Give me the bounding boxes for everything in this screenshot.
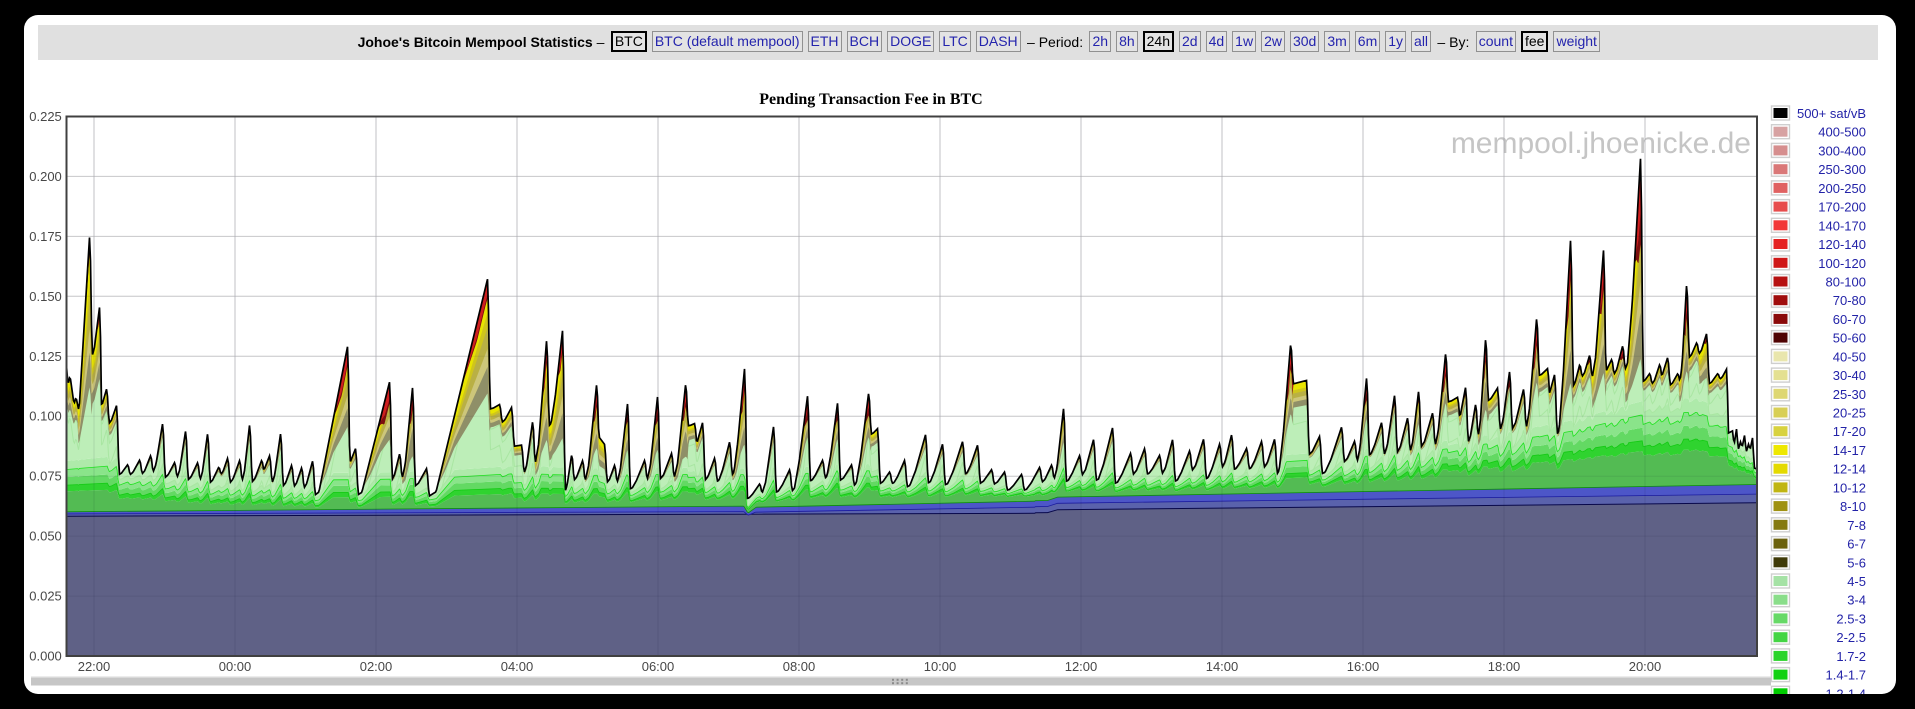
svg-text:200-250: 200-250 — [1818, 181, 1866, 196]
svg-text:20:00: 20:00 — [1629, 659, 1662, 674]
svg-text:0.050: 0.050 — [29, 529, 62, 544]
svg-text:1.4-1.7: 1.4-1.7 — [1826, 668, 1866, 683]
svg-text:70-80: 70-80 — [1833, 293, 1866, 308]
svg-text:6-7: 6-7 — [1847, 537, 1866, 552]
svg-text:60-70: 60-70 — [1833, 312, 1866, 327]
svg-text:2.5-3: 2.5-3 — [1836, 611, 1866, 626]
svg-text:250-300: 250-300 — [1818, 162, 1866, 177]
svg-text:17-20: 17-20 — [1833, 424, 1866, 439]
svg-text:16:00: 16:00 — [1347, 659, 1380, 674]
svg-text:0.225: 0.225 — [29, 109, 62, 124]
svg-text:04:00: 04:00 — [501, 659, 534, 674]
svg-text:3-4: 3-4 — [1847, 593, 1866, 608]
svg-text:500+ sat/vB: 500+ sat/vB — [1797, 106, 1866, 121]
svg-text:0.100: 0.100 — [29, 409, 62, 424]
svg-text:25-30: 25-30 — [1833, 387, 1866, 402]
svg-text:2-2.5: 2-2.5 — [1836, 630, 1866, 645]
svg-text:0.025: 0.025 — [29, 589, 62, 604]
svg-text:4-5: 4-5 — [1847, 574, 1866, 589]
svg-text:400-500: 400-500 — [1818, 125, 1866, 140]
svg-text:1.7-2: 1.7-2 — [1836, 649, 1866, 664]
svg-text:mempool.jhoenicke.de: mempool.jhoenicke.de — [1451, 127, 1751, 160]
svg-text:7-8: 7-8 — [1847, 518, 1866, 533]
svg-text:0.075: 0.075 — [29, 469, 62, 484]
svg-text:100-120: 100-120 — [1818, 256, 1866, 271]
svg-text:20-25: 20-25 — [1833, 406, 1866, 421]
svg-text:140-170: 140-170 — [1818, 218, 1866, 233]
svg-text:10-12: 10-12 — [1833, 480, 1866, 495]
svg-text:06:00: 06:00 — [642, 659, 675, 674]
svg-text:0.200: 0.200 — [29, 169, 62, 184]
svg-text:8-10: 8-10 — [1840, 499, 1866, 514]
svg-text:14:00: 14:00 — [1206, 659, 1239, 674]
svg-text:14-17: 14-17 — [1833, 443, 1866, 458]
svg-text:300-400: 300-400 — [1818, 143, 1866, 158]
svg-text:12-14: 12-14 — [1833, 462, 1866, 477]
svg-text:0.150: 0.150 — [29, 289, 62, 304]
svg-text:40-50: 40-50 — [1833, 349, 1866, 364]
svg-text:5-6: 5-6 — [1847, 555, 1866, 570]
svg-text:0.175: 0.175 — [29, 229, 62, 244]
svg-text:10:00: 10:00 — [924, 659, 957, 674]
svg-text:02:00: 02:00 — [360, 659, 393, 674]
svg-text:80-100: 80-100 — [1826, 275, 1866, 290]
svg-text:22:00: 22:00 — [78, 659, 111, 674]
svg-text:30-40: 30-40 — [1833, 368, 1866, 383]
svg-text:12:00: 12:00 — [1065, 659, 1098, 674]
svg-text:120-140: 120-140 — [1818, 237, 1866, 252]
svg-text:1.2-1.4: 1.2-1.4 — [1826, 686, 1866, 694]
svg-text:00:00: 00:00 — [219, 659, 252, 674]
svg-text:18:00: 18:00 — [1488, 659, 1521, 674]
svg-text:08:00: 08:00 — [783, 659, 816, 674]
svg-text:0.000: 0.000 — [29, 649, 62, 664]
svg-text:170-200: 170-200 — [1818, 200, 1866, 215]
svg-text:50-60: 50-60 — [1833, 331, 1866, 346]
svg-text:0.125: 0.125 — [29, 349, 62, 364]
